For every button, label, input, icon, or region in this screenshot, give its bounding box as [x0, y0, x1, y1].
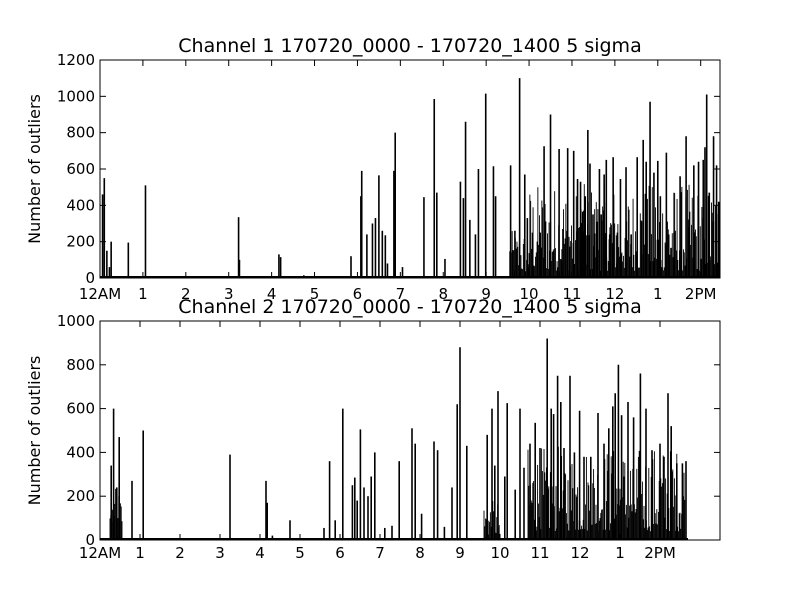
channel-1-panel: Channel 1 170720_0000 - 170720_1400 5 si… [25, 35, 721, 303]
y-tick-label: 200 [66, 487, 95, 505]
x-tick-label: 1 [138, 285, 148, 303]
x-tick-label: 2PM [644, 544, 676, 562]
x-tick-label: 4 [267, 285, 277, 303]
y-axis-label: Number of outliers [25, 356, 44, 506]
x-tick-label: 6 [335, 544, 345, 562]
y-tick-label: 1000 [57, 312, 95, 330]
y-tick-label: 1200 [57, 51, 95, 69]
x-tick-label: 9 [455, 544, 465, 562]
x-tick-label: 6 [353, 285, 363, 303]
x-tick-label: 11 [530, 544, 549, 562]
x-tick-label: 9 [481, 285, 491, 303]
x-tick-label: 12AM [79, 544, 121, 562]
x-tick-label: 3 [215, 544, 225, 562]
x-tick-label: 5 [295, 544, 305, 562]
x-tick-label: 10 [520, 285, 539, 303]
x-tick-label: 11 [562, 285, 581, 303]
y-tick-label: 800 [66, 124, 95, 142]
x-tick-label: 12 [605, 285, 624, 303]
y-tick-label: 400 [66, 443, 95, 461]
x-tick-label: 8 [438, 285, 448, 303]
x-tick-label: 8 [415, 544, 425, 562]
y-tick-label: 0 [85, 269, 95, 287]
chart-title: Channel 2 170720_0000 - 170720_1400 5 si… [178, 296, 641, 318]
x-tick-label: 2PM [685, 285, 717, 303]
chart-title: Channel 1 170720_0000 - 170720_1400 5 si… [178, 35, 641, 57]
y-tick-label: 400 [66, 196, 95, 214]
x-tick-label: 10 [490, 544, 509, 562]
x-tick-label: 4 [255, 544, 265, 562]
x-tick-label: 1 [135, 544, 145, 562]
x-tick-label: 1 [615, 544, 625, 562]
y-tick-label: 200 [66, 233, 95, 251]
x-tick-label: 5 [310, 285, 320, 303]
x-tick-label: 12AM [79, 285, 121, 303]
x-tick-label: 1 [653, 285, 663, 303]
y-tick-label: 600 [66, 400, 95, 418]
y-tick-label: 1000 [57, 87, 95, 105]
x-tick-label: 2 [181, 285, 191, 303]
x-tick-label: 3 [224, 285, 234, 303]
axes-frame [99, 320, 721, 541]
x-tick-label: 7 [375, 544, 385, 562]
y-tick-label: 600 [66, 160, 95, 178]
y-tick-label: 0 [85, 531, 95, 549]
x-tick-label: 7 [396, 285, 406, 303]
x-tick-label: 12 [570, 544, 589, 562]
channel-2-panel: Channel 2 170720_0000 - 170720_1400 5 si… [25, 296, 721, 562]
plot-area [100, 338, 688, 540]
x-tick-label: 2 [175, 544, 185, 562]
y-axis-label: Number of outliers [25, 94, 44, 244]
plot-area [100, 78, 720, 278]
y-tick-label: 800 [66, 356, 95, 374]
